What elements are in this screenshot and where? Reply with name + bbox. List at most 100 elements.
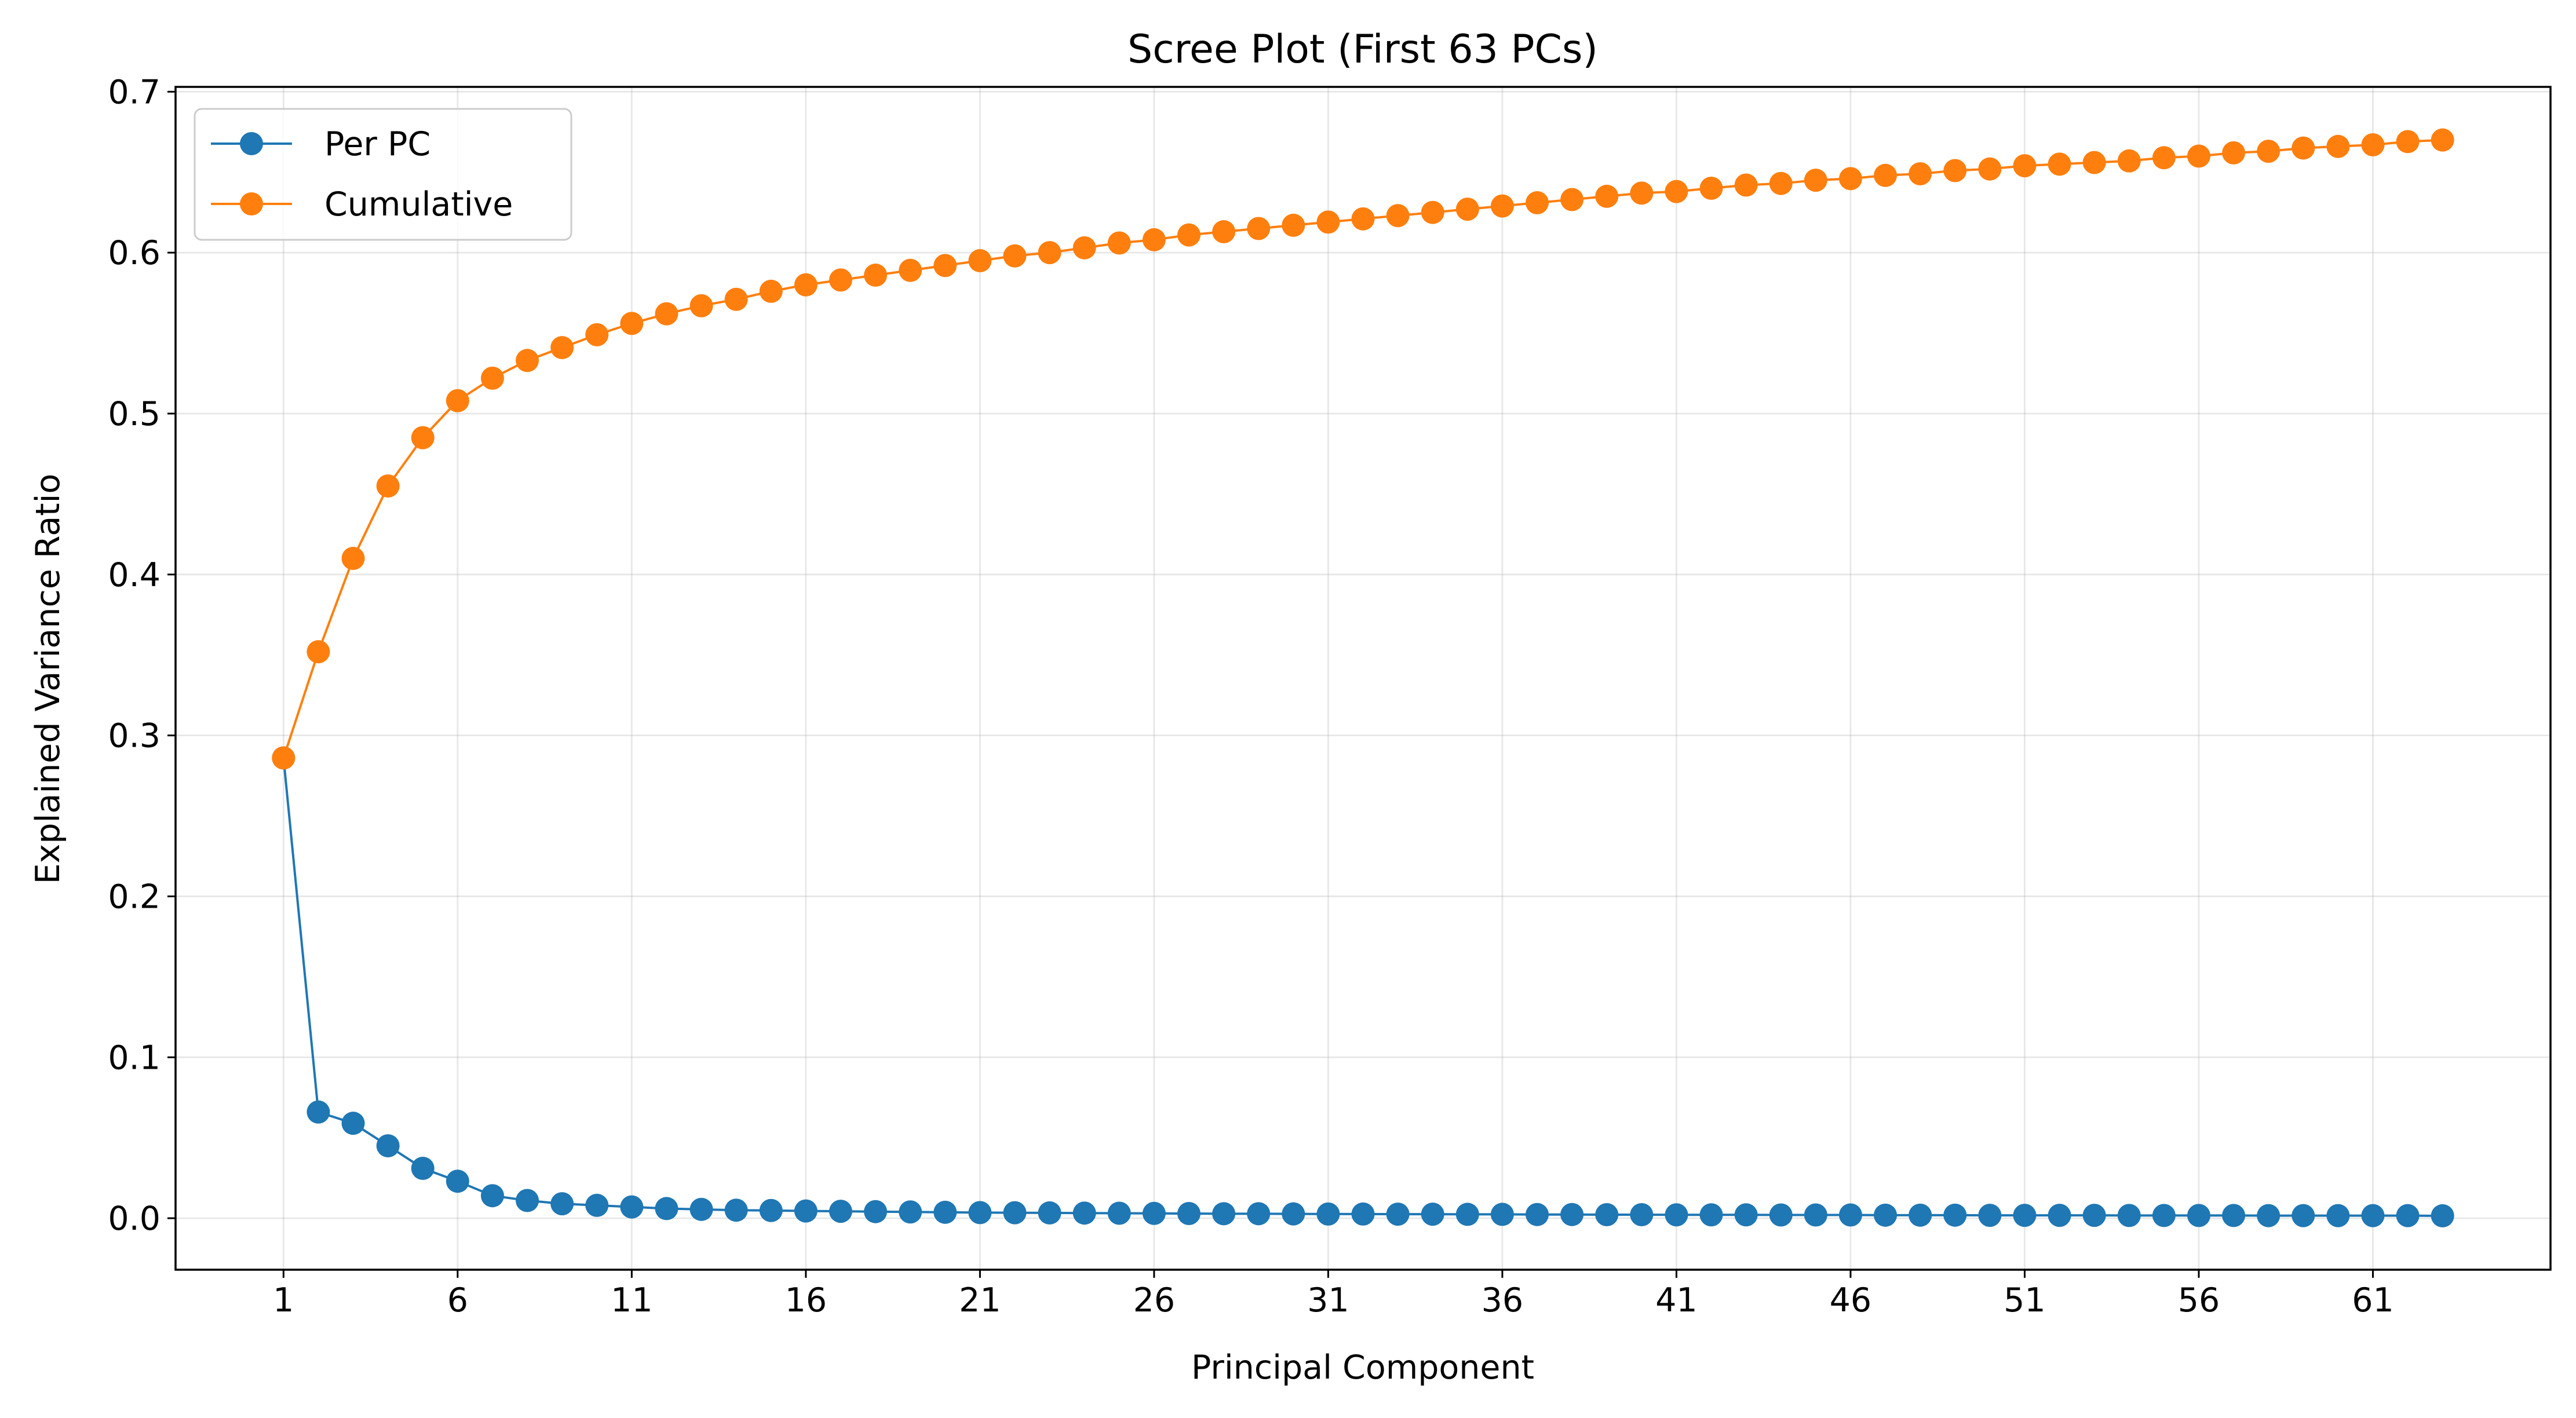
- data-point: [655, 1197, 678, 1220]
- data-point: [2222, 141, 2246, 165]
- data-point: [864, 1200, 888, 1223]
- data-point: [794, 1199, 818, 1223]
- data-point: [1978, 1204, 2002, 1227]
- y-tick-label: 0.6: [108, 234, 160, 272]
- chart-title: Scree Plot (First 63 PCs): [1128, 27, 1598, 72]
- data-point: [1316, 1202, 1340, 1226]
- data-point: [1247, 1202, 1271, 1226]
- data-point: [829, 1200, 852, 1223]
- data-point: [1282, 213, 1305, 237]
- x-tick-label: 11: [611, 1281, 653, 1320]
- data-point: [1595, 1203, 1619, 1226]
- data-point: [2431, 1204, 2454, 1227]
- data-point: [2396, 130, 2420, 154]
- data-point: [1212, 220, 1236, 244]
- data-point: [1560, 188, 1584, 211]
- data-point: [829, 268, 852, 292]
- data-point: [1560, 1203, 1584, 1226]
- data-point: [516, 1189, 539, 1212]
- data-point: [1630, 1203, 1654, 1226]
- data-point: [2152, 146, 2176, 170]
- data-point: [480, 1184, 504, 1208]
- data-point: [1838, 1203, 1862, 1227]
- x-tick-label: 61: [2352, 1281, 2394, 1320]
- data-point: [1909, 162, 1932, 186]
- data-point: [2048, 1204, 2071, 1227]
- data-point: [620, 1195, 644, 1219]
- legend-marker: [240, 192, 263, 215]
- data-point: [1421, 1203, 1444, 1226]
- x-tick-label: 51: [2004, 1281, 2046, 1320]
- data-point: [1943, 159, 1967, 182]
- data-point: [1490, 194, 1514, 218]
- data-point: [1769, 171, 1793, 195]
- data-point: [1595, 184, 1619, 208]
- data-point: [2082, 151, 2106, 174]
- data-point: [2292, 136, 2315, 160]
- y-tick-label: 0.2: [108, 878, 160, 916]
- data-point: [655, 302, 678, 326]
- data-point: [307, 1100, 330, 1124]
- data-point: [2326, 1204, 2350, 1227]
- data-point: [1107, 1201, 1131, 1225]
- y-tick-label: 0.5: [108, 395, 160, 433]
- data-point: [1142, 1201, 1166, 1225]
- data-point: [2117, 1204, 2141, 1227]
- data-point: [1316, 210, 1340, 234]
- data-point: [1386, 204, 1410, 228]
- data-point: [933, 1200, 957, 1224]
- data-point: [272, 746, 295, 770]
- data-point: [2222, 1204, 2246, 1227]
- data-point: [307, 640, 330, 664]
- data-point: [864, 264, 888, 287]
- x-tick-label: 31: [1307, 1281, 1349, 1320]
- legend: Per PC Cumulative: [194, 108, 572, 241]
- data-point: [2396, 1204, 2420, 1227]
- data-point: [2117, 149, 2141, 173]
- data-point: [1838, 167, 1862, 191]
- data-point: [1699, 177, 1723, 200]
- data-point: [2326, 134, 2350, 158]
- data-point: [899, 1200, 922, 1224]
- x-axis-label: Principal Component: [1191, 1348, 1534, 1387]
- data-point: [1734, 1203, 1758, 1227]
- data-point: [2013, 1204, 2037, 1227]
- data-point: [759, 279, 783, 303]
- y-axis-label: Explained Variance Ratio: [29, 474, 67, 885]
- data-point: [1212, 1202, 1236, 1226]
- data-point: [1003, 244, 1027, 268]
- data-point: [1455, 198, 1479, 221]
- data-point: [724, 287, 748, 311]
- data-point: [1874, 163, 1898, 187]
- data-series: [272, 128, 2454, 1227]
- legend-label: Cumulative: [324, 185, 513, 224]
- data-point: [794, 273, 818, 297]
- data-point: [2257, 140, 2281, 163]
- data-point: [689, 294, 713, 317]
- data-point: [2257, 1204, 2281, 1227]
- data-point: [933, 254, 957, 277]
- data-point: [2187, 144, 2210, 168]
- x-axis-ticks: 1 6 11 16 21 26 31 36 41 46 51 56 61: [273, 1270, 2394, 1320]
- data-point: [585, 323, 609, 346]
- y-tick-label: 0.7: [108, 73, 160, 111]
- data-point: [1804, 1203, 1827, 1227]
- data-point: [1526, 1203, 1549, 1226]
- data-point: [1978, 157, 2002, 181]
- data-point: [1177, 1202, 1201, 1226]
- legend-item: Cumulative: [211, 185, 513, 224]
- x-tick-label: 26: [1133, 1281, 1176, 1320]
- data-point: [1038, 1201, 1061, 1225]
- data-point: [1386, 1203, 1410, 1226]
- legend-marker: [240, 132, 263, 155]
- x-tick-label: 6: [447, 1281, 468, 1320]
- data-point: [1665, 1203, 1688, 1227]
- data-point: [480, 366, 504, 390]
- data-point: [1909, 1203, 1932, 1227]
- data-point: [968, 1201, 992, 1225]
- data-point: [724, 1198, 748, 1222]
- y-tick-label: 0.4: [108, 556, 160, 594]
- data-point: [2292, 1204, 2315, 1227]
- data-point: [1630, 181, 1654, 205]
